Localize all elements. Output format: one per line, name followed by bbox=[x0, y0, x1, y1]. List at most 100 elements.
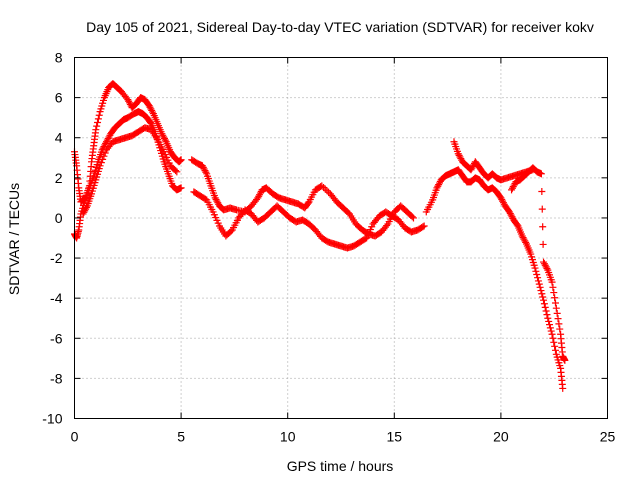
data-point-marker bbox=[499, 199, 507, 207]
data-point-marker bbox=[211, 194, 219, 202]
data-point-marker bbox=[304, 199, 312, 207]
data-point-marker bbox=[549, 283, 557, 291]
data-point-marker bbox=[467, 166, 475, 174]
data-point-marker bbox=[539, 223, 547, 231]
data-point-marker bbox=[214, 199, 222, 207]
data-point-marker bbox=[513, 221, 521, 229]
data-point-marker bbox=[556, 325, 564, 333]
data-point-marker bbox=[532, 267, 540, 275]
data-point-marker bbox=[498, 195, 506, 203]
data-point-marker bbox=[551, 346, 559, 354]
data-point-marker bbox=[538, 187, 546, 195]
data-point-marker bbox=[420, 222, 428, 230]
data-point-marker bbox=[531, 264, 539, 272]
data-point-marker bbox=[94, 115, 102, 123]
y-tick-label: -4 bbox=[50, 290, 63, 306]
data-point-marker bbox=[541, 303, 549, 311]
data-point-marker bbox=[497, 194, 505, 202]
data-point-marker bbox=[79, 210, 87, 218]
y-tick-label: 8 bbox=[55, 50, 63, 66]
data-point-marker bbox=[555, 320, 563, 328]
data-point-marker bbox=[499, 197, 507, 205]
x-tick-label: 15 bbox=[387, 429, 403, 445]
y-tick-label: 6 bbox=[55, 90, 63, 106]
data-point-marker bbox=[543, 311, 551, 319]
data-point-marker bbox=[100, 152, 108, 160]
data-point-marker bbox=[147, 105, 155, 113]
data-point-marker bbox=[548, 330, 556, 338]
y-tick-label: -10 bbox=[42, 411, 62, 427]
data-point-marker bbox=[323, 187, 331, 195]
data-point-marker bbox=[542, 263, 550, 271]
data-point-marker bbox=[547, 327, 555, 335]
data-point-marker bbox=[198, 162, 206, 170]
data-point-marker bbox=[255, 192, 263, 200]
data-point-marker bbox=[320, 183, 328, 191]
grid-lines bbox=[74, 57, 608, 419]
data-point-marker bbox=[537, 170, 545, 178]
data-point-marker bbox=[508, 184, 516, 192]
data-point-marker bbox=[160, 135, 168, 143]
data-point-marker bbox=[456, 153, 464, 161]
data-point-marker bbox=[540, 296, 548, 304]
data-point-marker bbox=[173, 168, 181, 176]
data-point-marker bbox=[553, 309, 561, 317]
data-point-marker bbox=[554, 315, 562, 323]
data-point-marker bbox=[435, 179, 443, 187]
x-tick-labels: 0 5 10 15 20 25 bbox=[71, 429, 616, 445]
data-point-marker bbox=[256, 189, 264, 197]
axis-ticks bbox=[74, 57, 608, 419]
data-point-marker bbox=[93, 122, 101, 130]
data-point-marker bbox=[172, 167, 180, 175]
data-point-marker bbox=[99, 155, 107, 163]
data-point-marker bbox=[161, 136, 169, 144]
data-point-marker bbox=[561, 356, 569, 364]
data-point-marker bbox=[549, 334, 557, 342]
data-point-marker bbox=[534, 274, 542, 282]
data-point-marker bbox=[551, 294, 559, 302]
data-point-marker bbox=[538, 290, 546, 298]
data-point-marker bbox=[539, 240, 547, 248]
data-point-marker bbox=[201, 167, 209, 175]
data-point-marker bbox=[82, 204, 90, 212]
data-point-marker bbox=[539, 293, 547, 301]
data-point-marker bbox=[321, 185, 329, 193]
data-point-marker bbox=[509, 183, 517, 191]
data-point-marker bbox=[550, 289, 558, 297]
y-tick-label: 2 bbox=[55, 170, 63, 186]
x-tick-label: 25 bbox=[600, 429, 616, 445]
data-point-marker bbox=[200, 165, 208, 173]
data-point-marker bbox=[454, 150, 462, 158]
data-point-marker bbox=[551, 299, 559, 307]
data-point-marker bbox=[125, 97, 133, 105]
data-point-marker bbox=[548, 278, 556, 286]
data-point-marker bbox=[507, 211, 515, 219]
x-axis-label: GPS time / hours bbox=[287, 458, 394, 474]
data-point-marker bbox=[419, 223, 427, 231]
data-point-marker bbox=[508, 213, 516, 221]
data-point-marker bbox=[104, 135, 112, 143]
data-point-marker bbox=[551, 342, 559, 350]
data-point-marker bbox=[212, 195, 220, 203]
data-point-marker bbox=[94, 118, 102, 126]
data-point-marker bbox=[148, 106, 156, 114]
plot-frame bbox=[74, 57, 608, 419]
data-point-marker bbox=[542, 307, 550, 315]
data-point-marker bbox=[550, 338, 558, 346]
data-point-marker bbox=[116, 86, 124, 94]
data-point-marker bbox=[540, 258, 548, 266]
x-tick-label: 5 bbox=[177, 429, 185, 445]
data-point-marker bbox=[540, 260, 548, 268]
y-tick-label: 0 bbox=[55, 210, 63, 226]
data-point-marker bbox=[552, 304, 560, 312]
x-tick-label: 20 bbox=[493, 429, 509, 445]
data-point-marker bbox=[81, 207, 89, 215]
data-point-marker bbox=[469, 163, 477, 171]
data-point-marker bbox=[227, 227, 235, 235]
data-point-marker bbox=[95, 111, 103, 119]
data-point-marker bbox=[361, 235, 369, 243]
data-point-marker bbox=[506, 210, 514, 218]
data-point-marker bbox=[537, 287, 545, 295]
data-point-marker bbox=[541, 261, 549, 269]
data-point-marker bbox=[124, 96, 132, 104]
